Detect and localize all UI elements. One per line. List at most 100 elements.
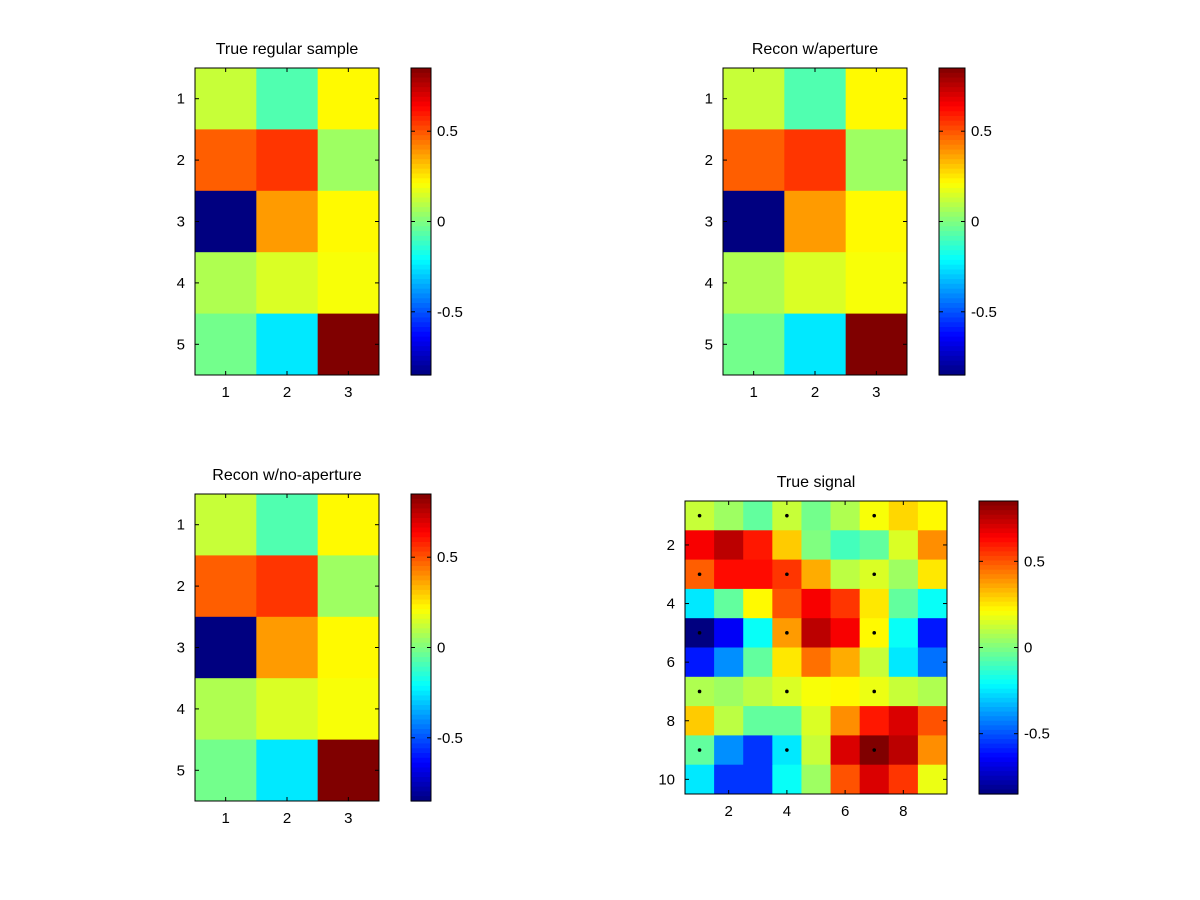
colorbar-segment: [411, 370, 431, 376]
colorbar-segment: [411, 168, 431, 175]
colorbar-segment: [411, 613, 431, 620]
colorbar-segment: [939, 331, 965, 338]
colorbar-segment: [979, 587, 1018, 594]
heatmap-cell: [685, 588, 715, 619]
colorbar-segment: [979, 766, 1018, 772]
heatmap-cell: [256, 129, 319, 192]
colorbar-segment: [939, 168, 965, 175]
colorbar-segment: [411, 777, 431, 783]
colorbar-segment: [411, 666, 431, 673]
heatmap-cell: [714, 764, 744, 795]
panel-title: Recon w/no-aperture: [212, 467, 362, 484]
heatmap-cell: [195, 616, 257, 679]
colorbar-segment: [411, 72, 431, 79]
colorbar-segment: [939, 255, 965, 261]
colorbar-segment: [939, 259, 965, 266]
heatmap-cell: [888, 764, 919, 795]
x-tick-label: 4: [783, 803, 791, 820]
heatmap-cell: [917, 735, 948, 766]
x-tick-label: 6: [841, 803, 849, 820]
y-tick-label: 6: [667, 654, 675, 671]
heatmap-cell: [317, 190, 380, 253]
heatmap-cell: [743, 618, 773, 648]
colorbar-segment: [411, 68, 431, 74]
heatmap-cell: [801, 706, 832, 736]
colorbar-segment: [939, 240, 965, 247]
colorbar-segment: [939, 351, 965, 357]
colorbar-segment: [939, 298, 965, 304]
sample-marker: [697, 689, 702, 694]
colorbar-segment: [979, 743, 1018, 749]
heatmap-cell: [256, 313, 319, 376]
colorbar-segment: [411, 87, 431, 93]
colorbar-segment: [979, 665, 1018, 671]
colorbar-segment: [411, 561, 431, 567]
heatmap-cell: [845, 129, 908, 192]
heatmap-cell: [830, 530, 861, 561]
heatmap-cell: [256, 616, 319, 679]
colorbar-segment: [411, 589, 431, 596]
y-tick-label: 2: [705, 152, 713, 169]
colorbar-segment: [411, 628, 431, 634]
colorbar-segment: [411, 556, 431, 562]
colorbar-segment: [411, 633, 431, 639]
colorbar-segment: [979, 560, 1018, 566]
heatmap-cell: [195, 739, 257, 802]
colorbar-segment: [939, 72, 965, 79]
colorbar-segment: [979, 652, 1018, 658]
colorbar-segment: [979, 610, 1018, 617]
heatmap-cell: [743, 706, 773, 736]
colorbar-segment: [939, 183, 965, 189]
heatmap-cell: [845, 68, 908, 130]
colorbar-segment: [411, 178, 431, 184]
heatmap-cell: [743, 764, 773, 795]
colorbar-segment: [411, 661, 431, 668]
colorbar-segment: [979, 784, 1018, 791]
colorbar-segment: [411, 695, 431, 701]
colorbar-segment: [411, 786, 431, 793]
colorbar-segment: [979, 510, 1018, 516]
heatmap-cell: [685, 647, 715, 678]
colorbar-segment: [939, 187, 965, 194]
heatmap-cell: [195, 678, 257, 741]
colorbar-segment: [411, 96, 431, 103]
y-tick-label: 1: [177, 517, 185, 534]
colorbar-segment: [411, 709, 431, 716]
heatmap-cell: [256, 739, 319, 802]
colorbar-segment: [411, 729, 431, 735]
colorbar-segment: [411, 259, 431, 266]
colorbar-segment: [979, 638, 1018, 644]
colorbar-segment: [979, 592, 1018, 598]
sample-marker: [697, 513, 702, 518]
heatmap-cell: [772, 706, 802, 736]
panel-title: True signal: [777, 474, 856, 491]
heatmap-cell: [317, 313, 380, 376]
heatmap-cell: [830, 706, 861, 736]
heatmap-cell: [888, 735, 919, 766]
colorbar-segment: [939, 231, 965, 237]
colorbar-segment: [939, 135, 965, 141]
panel-4: True signal 2 4 6 8 2 4 6 8 10 0.5 0 -0.5: [658, 474, 1050, 820]
colorbar-segment: [411, 537, 431, 543]
heatmap-cell: [917, 676, 948, 707]
heatmap-cell: [723, 252, 785, 315]
sample-marker: [872, 748, 877, 752]
heatmap-cell: [317, 739, 380, 802]
colorbar-segment: [411, 594, 431, 601]
colorbar-segment: [939, 207, 965, 213]
y-tick-label: 1: [177, 91, 185, 108]
colorbar-segment: [411, 303, 431, 309]
colorbar-segment: [939, 120, 965, 127]
colorbar-segment: [411, 767, 431, 773]
heatmap-cell: [801, 618, 832, 648]
heatmap-cell: [801, 647, 832, 678]
colorbar-tick-label: 0.5: [971, 123, 992, 140]
heatmap-cell: [743, 501, 773, 531]
colorbar-segment: [979, 707, 1018, 713]
colorbar-segment: [411, 101, 431, 107]
colorbar-segment: [979, 514, 1018, 520]
heatmap-cell: [917, 530, 948, 561]
colorbar-segment: [979, 505, 1018, 511]
colorbar-segment: [979, 684, 1018, 690]
colorbar-segment: [411, 327, 431, 333]
